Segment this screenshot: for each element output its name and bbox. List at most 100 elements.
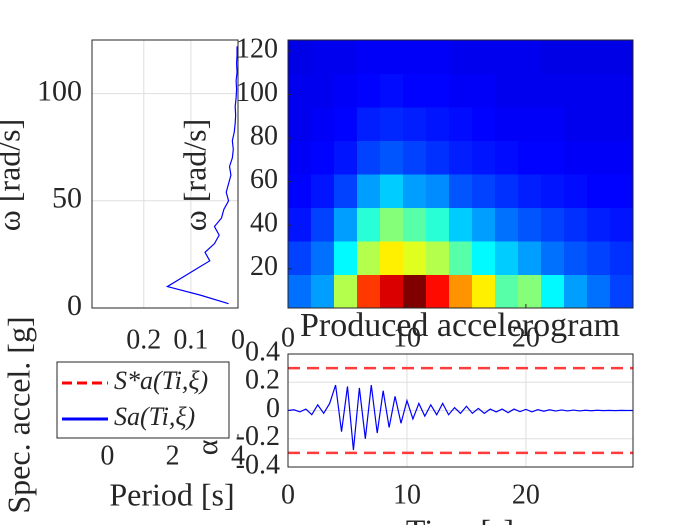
heatmap-cell [357,107,381,141]
heatmap-cell [426,140,450,175]
heatmap-cell [610,274,634,309]
heatmap-cell [426,40,450,74]
heatmap-cell [587,241,611,275]
heatmap-cell [564,140,588,175]
x-tick-label: 0 [281,479,295,510]
heatmap-cell [541,140,565,175]
heatmap-cell [518,107,542,141]
heatmap-cell [311,174,335,208]
heatmap-cell [403,207,427,242]
heatmap-cell [587,40,611,74]
heatmap-cell [426,73,450,108]
y-tick-label: 0.2 [245,365,280,396]
heatmap-cell [495,241,519,275]
heatmap-cell [541,174,565,208]
heatmap-cell [518,207,542,242]
heatmap-cell [472,40,496,74]
heatmap-cell [357,207,381,242]
chart-title: Produced accelerogram [300,307,620,344]
heatmap-cell [334,174,358,208]
heatmap-cell [403,274,427,309]
x-tick-label: 20 [512,479,540,510]
x-tick-label: 0.2 [126,324,161,355]
heatmap-cell [587,73,611,108]
heatmap-cell [495,40,519,74]
heatmap-cell [495,274,519,309]
heatmap-cell [449,140,473,175]
heatmap-cell [311,40,335,74]
heatmap-cell [403,174,427,208]
heatmap-cell [541,107,565,141]
heatmap-cell [587,207,611,242]
heatmap-cell [380,174,404,208]
heatmap-cell [357,140,381,175]
y-tick-label: 100 [236,77,278,108]
heatmap-cell [288,73,312,108]
heatmap-cell [403,40,427,74]
legend-box [56,361,230,439]
heatmap-cell [311,140,335,175]
y-tick-label: -0.2 [236,421,280,452]
heatmap-cell [610,174,634,208]
y-tick-label: 40 [250,208,278,239]
heatmap-cell [334,73,358,108]
heatmap-cell [403,73,427,108]
heatmap-cell [426,274,450,309]
heatmap-cell [380,207,404,242]
heatmap-cell [587,107,611,141]
heatmap-cell [610,241,634,275]
heatmap-cell [610,73,634,108]
heatmap-cell [357,241,381,275]
heatmap-cell [472,241,496,275]
heatmap-cell [495,174,519,208]
heatmap-cell [587,140,611,175]
heatmap-cell [288,274,312,309]
x-tick-label: 10 [393,479,421,510]
x-tick-label: 4 [231,440,245,471]
heatmap-cell [472,207,496,242]
heatmap-cell [380,140,404,175]
heatmap-cell [610,40,634,74]
heatmap-cell [472,73,496,108]
heatmap-cell [380,107,404,141]
heatmap-cell [334,107,358,141]
heatmap-cell [541,207,565,242]
heatmap-cell [311,241,335,275]
heatmap-cell [472,274,496,309]
y-tick-label: 50 [52,182,82,215]
heatmap-cell [449,274,473,309]
heatmap-cell [380,241,404,275]
y-tick-label: 20 [250,251,278,282]
heatmap-cell [449,174,473,208]
heatmap-cell [449,73,473,108]
axes-bg [92,40,238,308]
heatmap-cell [403,107,427,141]
heatmap-cell [472,174,496,208]
heatmap-cell [380,274,404,309]
heatmap-cell [564,107,588,141]
heatmap-cell [288,241,312,275]
legend-label: Sa(Ti,ξ) [114,402,195,431]
heatmap-cell [380,40,404,74]
heatmap-cell [426,174,450,208]
x-tick-label: 0 [100,440,114,471]
heatmap-cell [518,140,542,175]
heatmap-cell [288,174,312,208]
heatmap-cell [518,73,542,108]
heatmap-cell [426,107,450,141]
heatmap-cell [334,274,358,309]
y-tick-label: 80 [250,120,278,151]
heatmap-cell [495,107,519,141]
axes-frame [287,39,634,309]
axes-frame [91,39,239,309]
y-axis-label: Spec. accel. [g] [0,316,36,513]
heatmap-cell [564,207,588,242]
x-axis-label: Time [s] [406,512,514,525]
heatmap-cell [541,241,565,275]
heatmap-cell [311,107,335,141]
heatmap-cell [564,174,588,208]
y-axis-label: ω [rad/s] [176,119,212,232]
heatmap-cell [449,207,473,242]
heatmap-cell [426,207,450,242]
